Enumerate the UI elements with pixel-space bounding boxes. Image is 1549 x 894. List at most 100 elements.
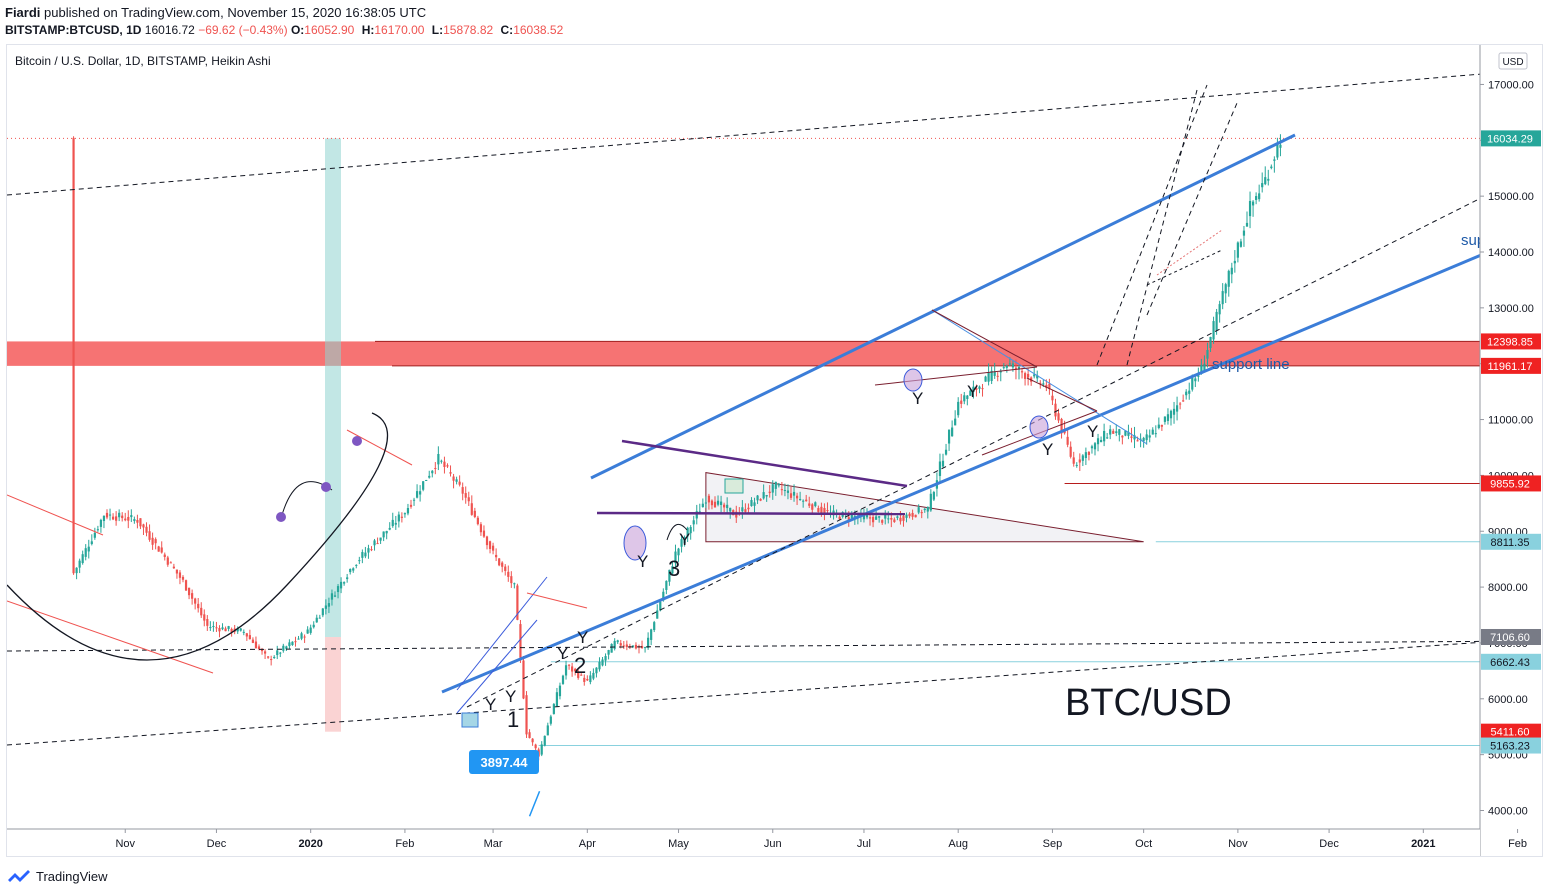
time-axis[interactable]: Nov Dec 2020 Feb Mar Apr May Jun Jul Aug Sep Oct Nov… xyxy=(7,828,1527,856)
candle-body xyxy=(546,725,549,736)
candle-body xyxy=(1072,457,1075,464)
support-line-label: support line xyxy=(1212,356,1290,373)
candle-body xyxy=(1160,424,1163,427)
candle-body xyxy=(549,716,552,724)
x-tick-label: Apr xyxy=(579,838,596,850)
candle-body xyxy=(908,513,911,517)
candle-body xyxy=(163,554,166,557)
candle-body xyxy=(1279,144,1282,148)
candle-body xyxy=(339,581,343,589)
price-label-box xyxy=(1481,333,1541,350)
x-tick-label: Mar xyxy=(484,838,503,850)
candle-body xyxy=(443,461,446,467)
candle-body xyxy=(1230,267,1233,275)
candle-body xyxy=(473,510,476,518)
candle-body xyxy=(659,601,662,611)
x-tick-label: Oct xyxy=(1135,838,1152,850)
price-label-text: 7106.60 xyxy=(1490,632,1530,644)
candle-body xyxy=(710,500,714,506)
price-axis[interactable]: 4000.005000.006000.007000.008000.009000.… xyxy=(1479,45,1542,856)
candle-body xyxy=(203,614,206,621)
candle-body xyxy=(583,677,586,682)
chart-title: Bitcoin / U.S. Dollar, 1D, BITSTAMP, Hei… xyxy=(15,54,271,68)
candle-body xyxy=(84,548,87,557)
candle-body xyxy=(121,515,124,519)
candle-body xyxy=(166,557,169,565)
candle-body xyxy=(957,401,960,416)
candle-body xyxy=(914,514,917,518)
candle-body xyxy=(495,554,498,558)
highlight-ellipse xyxy=(623,525,647,561)
candle-body xyxy=(890,518,893,520)
candle-body xyxy=(716,500,720,505)
candle-body xyxy=(1188,390,1191,394)
candle-body xyxy=(1036,375,1039,379)
candle-body xyxy=(327,603,331,607)
candle-body xyxy=(434,468,437,470)
candle-body xyxy=(428,475,431,478)
candle-body xyxy=(336,586,340,593)
nov-dotted-red xyxy=(1156,229,1223,276)
y-tick-label: 13000.00 xyxy=(1488,303,1534,315)
candle-body xyxy=(689,527,692,534)
candle-body xyxy=(200,607,203,616)
candle-body xyxy=(795,495,799,499)
candle-body xyxy=(267,656,270,658)
candle-body xyxy=(136,520,139,523)
candle-body xyxy=(774,481,777,489)
candle-body xyxy=(260,649,264,652)
candle-body xyxy=(282,645,285,651)
price-chart[interactable]: 3897.44 Bitcoin / U.S. Dollar, 1D, BITSTA… xyxy=(7,45,1542,856)
candle-body xyxy=(157,546,160,552)
candle-body xyxy=(701,503,704,508)
candle-body xyxy=(610,643,613,653)
candle-body xyxy=(1148,435,1151,438)
candle-body xyxy=(209,627,212,629)
candle-body xyxy=(221,627,224,630)
candle-body xyxy=(671,566,674,574)
candle-body xyxy=(692,520,695,525)
tradingview-logo-icon xyxy=(8,870,30,882)
candle-body xyxy=(215,627,218,629)
candle-body xyxy=(397,514,400,522)
currency-box[interactable] xyxy=(1498,52,1528,70)
candle-body xyxy=(1236,242,1239,258)
candle-body xyxy=(978,386,981,389)
candle-body xyxy=(1206,350,1209,359)
resistance-zone xyxy=(7,341,1480,366)
candle-body xyxy=(1069,446,1072,457)
candle-body xyxy=(786,490,790,493)
candle-body xyxy=(899,517,902,522)
candle-body xyxy=(528,732,531,739)
candle-body xyxy=(567,664,571,666)
candle-body xyxy=(303,636,306,638)
candle-body xyxy=(1027,373,1030,378)
candle-body xyxy=(643,647,647,649)
candle-body xyxy=(403,513,407,515)
candle-body xyxy=(592,672,595,679)
wave-y-label: Y xyxy=(967,382,978,401)
x-tick-label: Jun xyxy=(764,838,782,850)
candle-body xyxy=(589,675,592,683)
author-name: Fiardi xyxy=(5,5,41,20)
candle-body xyxy=(1017,366,1021,370)
candle-body xyxy=(1042,383,1045,385)
candle-body xyxy=(115,516,118,521)
chart-panel[interactable]: 3897.44 Bitcoin / U.S. Dollar, 1D, BITSTA… xyxy=(6,44,1543,857)
candle-body xyxy=(124,518,127,521)
candle-body xyxy=(862,514,866,520)
price-label-text: 5163.23 xyxy=(1490,741,1530,753)
price-label-text: 16034.29 xyxy=(1487,133,1533,145)
candle-body xyxy=(747,507,750,510)
candle-body xyxy=(926,506,929,512)
candle-body xyxy=(814,502,817,507)
candle-body xyxy=(1215,311,1218,331)
candle-body xyxy=(315,617,318,623)
y-tick-label: 4000.00 xyxy=(1488,806,1528,818)
highlight-ellipse xyxy=(903,368,923,392)
candle-body xyxy=(595,667,598,674)
candle-body xyxy=(391,519,394,527)
candle-body xyxy=(905,514,908,518)
wave-y-label: Y xyxy=(679,530,690,549)
x-tick-label: Nov xyxy=(1228,838,1248,850)
